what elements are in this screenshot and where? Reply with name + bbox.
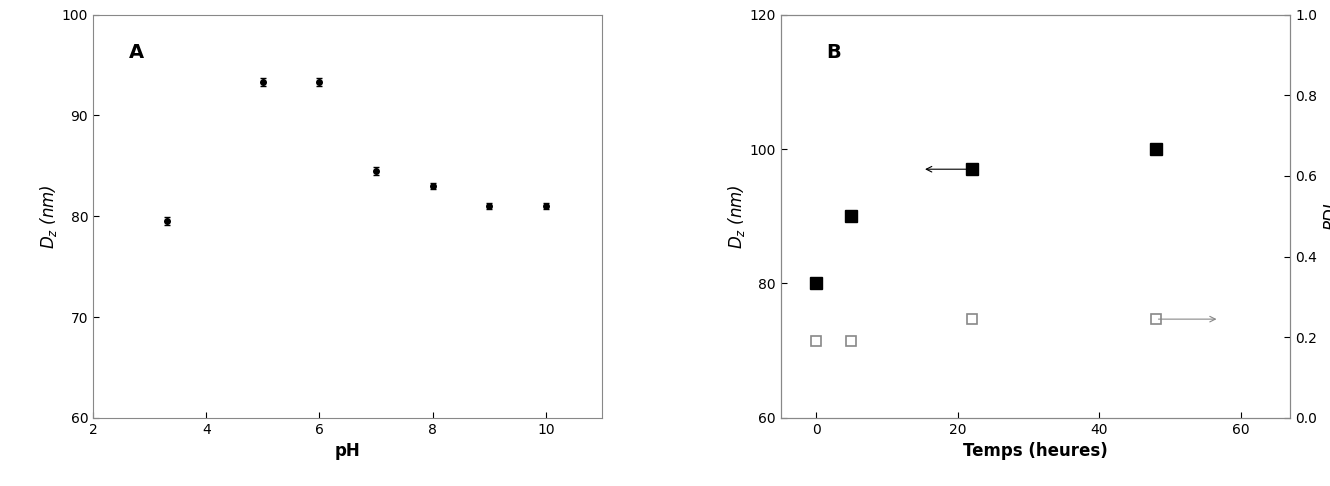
Text: A: A [129,43,144,62]
Y-axis label: PDI: PDI [1322,203,1330,230]
Text: B: B [826,43,842,62]
Y-axis label: $D_z$ (nm): $D_z$ (nm) [726,184,746,249]
Y-axis label: $D_z$ (nm): $D_z$ (nm) [39,184,59,249]
X-axis label: pH: pH [335,442,360,460]
X-axis label: Temps (heures): Temps (heures) [963,442,1108,460]
